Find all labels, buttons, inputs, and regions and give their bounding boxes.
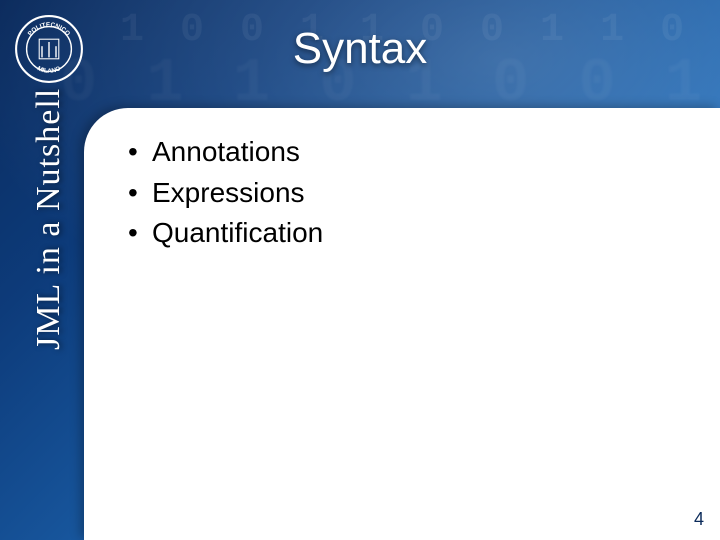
page-number: 4 [694,509,704,530]
sidebar-label: JML in a Nutshell [30,88,68,350]
slide-title: Syntax [0,24,720,74]
list-item: Expressions [128,173,323,214]
list-item: Quantification [128,213,323,254]
bullet-list: Annotations Expressions Quantification [128,132,323,254]
content-panel: Annotations Expressions Quantification 4 [84,108,720,540]
list-item: Annotations [128,132,323,173]
